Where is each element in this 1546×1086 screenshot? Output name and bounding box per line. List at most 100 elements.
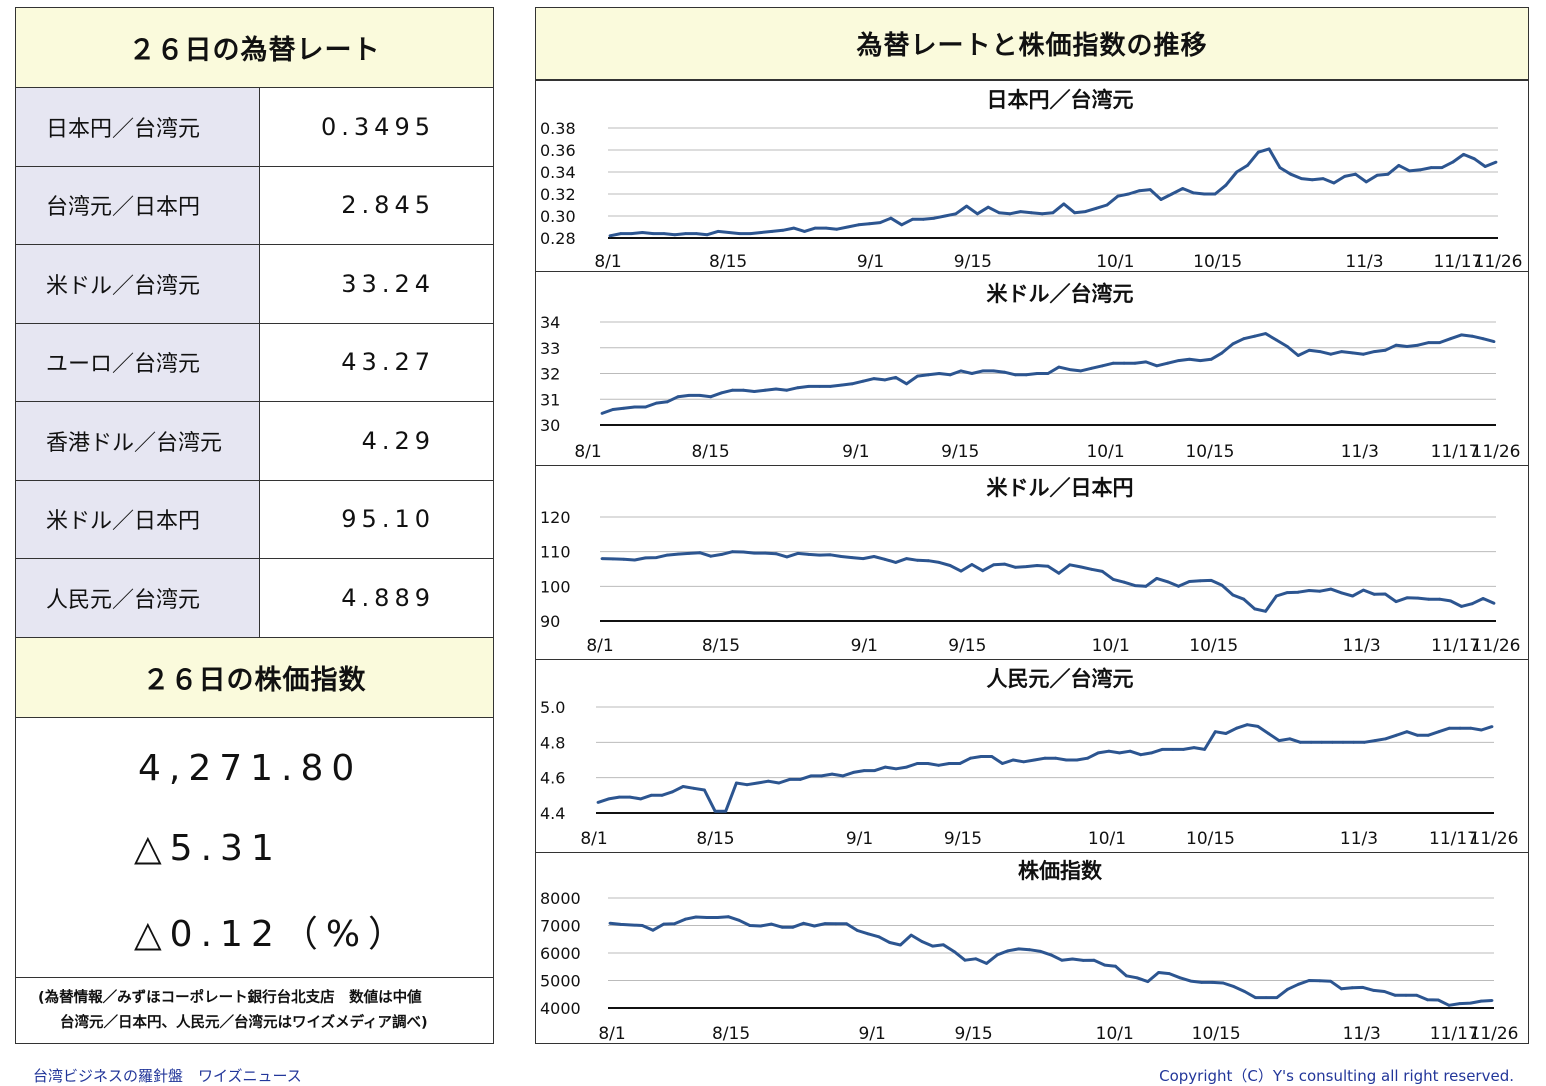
data-point (1427, 341, 1431, 344)
data-point (1285, 345, 1289, 348)
data-point (850, 382, 854, 386)
data-point (1264, 609, 1267, 613)
data-point (1003, 370, 1006, 374)
data-point (1079, 565, 1082, 569)
data-point (1192, 191, 1195, 195)
data-point (695, 232, 698, 236)
data-point (1416, 596, 1420, 600)
x-tick-label: 10/1 (1092, 636, 1130, 656)
data-point (1307, 348, 1311, 352)
chart-svg: 米ドル／日本円 120 110 100 90 8/1 8/15 9/1 9/15 10/1 10/1… (540, 476, 1521, 656)
data-point (1351, 351, 1354, 355)
data-point (1235, 170, 1239, 174)
data-point (1144, 360, 1148, 364)
data-point (1035, 372, 1039, 375)
y-tick-label: 0.38 (540, 119, 576, 138)
data-point (1372, 350, 1376, 353)
x-tick-label: 8/1 (580, 829, 607, 849)
data-point (716, 916, 719, 919)
data-point (617, 795, 621, 799)
data-point (1397, 164, 1401, 167)
data-point (1118, 751, 1121, 755)
data-point (1483, 165, 1487, 168)
data-point (763, 551, 767, 555)
data-point (709, 395, 713, 399)
data-point (1051, 211, 1055, 215)
y-tick-label: 31 (540, 390, 560, 409)
data-point (1350, 986, 1354, 990)
data-point (1267, 147, 1271, 151)
data-point (1309, 740, 1313, 744)
data-point (727, 231, 731, 234)
data-point (720, 553, 724, 556)
data-point (1354, 172, 1357, 176)
data-point (655, 401, 658, 405)
data-point (1340, 350, 1344, 353)
data-point (857, 223, 860, 227)
data-point (611, 408, 615, 411)
x-tick-label: 8/15 (696, 829, 734, 849)
data-point (1479, 999, 1483, 1003)
series-line (609, 147, 1497, 238)
data-point (742, 388, 745, 392)
data-point (1253, 607, 1257, 611)
chart-svg: 株価指数 8000 7000 6000 5000 4000 8/1 8/15 9/1 9/15 10… (540, 859, 1519, 1044)
data-point (1090, 366, 1093, 370)
data-point (1166, 361, 1170, 365)
x-tick-label: 11/3 (1345, 252, 1383, 272)
data-point (792, 226, 796, 230)
x-tick-label: 10/15 (1186, 829, 1235, 849)
data-point (820, 774, 823, 778)
y-tick-label: 4.6 (540, 769, 565, 788)
y-tick-label: 7000 (540, 917, 581, 936)
data-point (909, 933, 913, 937)
data-point (1447, 1003, 1451, 1007)
data-point (763, 388, 767, 392)
data-point (1481, 597, 1485, 600)
data-point (1111, 361, 1115, 365)
data-point (937, 561, 941, 564)
data-point (1307, 979, 1311, 982)
data-point (1101, 364, 1104, 368)
y-tick-label: 5.0 (540, 698, 565, 717)
data-point (662, 922, 666, 926)
data-point (705, 916, 709, 919)
data-point (1469, 1001, 1472, 1005)
data-point (1135, 976, 1139, 980)
data-point (1213, 192, 1217, 196)
data-point (1492, 601, 1496, 605)
left-panel: ２６日の為替レート 日本円／台湾元 0.3495 台湾元／日本円 2.845 米ドル／台… (15, 7, 494, 1044)
data-point (1096, 751, 1100, 755)
data-point (1116, 194, 1120, 198)
data-point (1159, 198, 1163, 201)
data-point (1144, 584, 1148, 588)
y-tick-label: 32 (540, 365, 560, 384)
data-point (1256, 150, 1260, 154)
data-point (651, 928, 655, 932)
y-tick-label: 4.4 (540, 804, 565, 823)
data-point (1307, 589, 1311, 592)
data-point (796, 552, 800, 555)
data-point (1286, 987, 1289, 991)
data-point (894, 561, 898, 564)
rate-name: ユーロ／台湾元 (16, 323, 260, 401)
data-point (1094, 206, 1098, 210)
data-point (990, 755, 994, 758)
data-point (1299, 740, 1302, 744)
data-point (1189, 979, 1193, 983)
chart-panel-title: 為替レートと株価指数の推移 (536, 8, 1528, 80)
data-point (948, 564, 952, 567)
data-point (911, 217, 914, 221)
data-point (769, 922, 773, 926)
data-point (608, 234, 612, 238)
data-point (1383, 348, 1387, 352)
data-point (611, 557, 615, 561)
data-point (1470, 334, 1474, 338)
x-tick-label: 9/15 (955, 1024, 993, 1044)
rate-row: 台湾元／日本円 2.845 (16, 166, 493, 245)
data-point (1220, 351, 1224, 355)
data-point (1157, 971, 1160, 974)
data-point (1221, 981, 1225, 985)
data-point (861, 557, 865, 560)
data-point (703, 788, 706, 792)
